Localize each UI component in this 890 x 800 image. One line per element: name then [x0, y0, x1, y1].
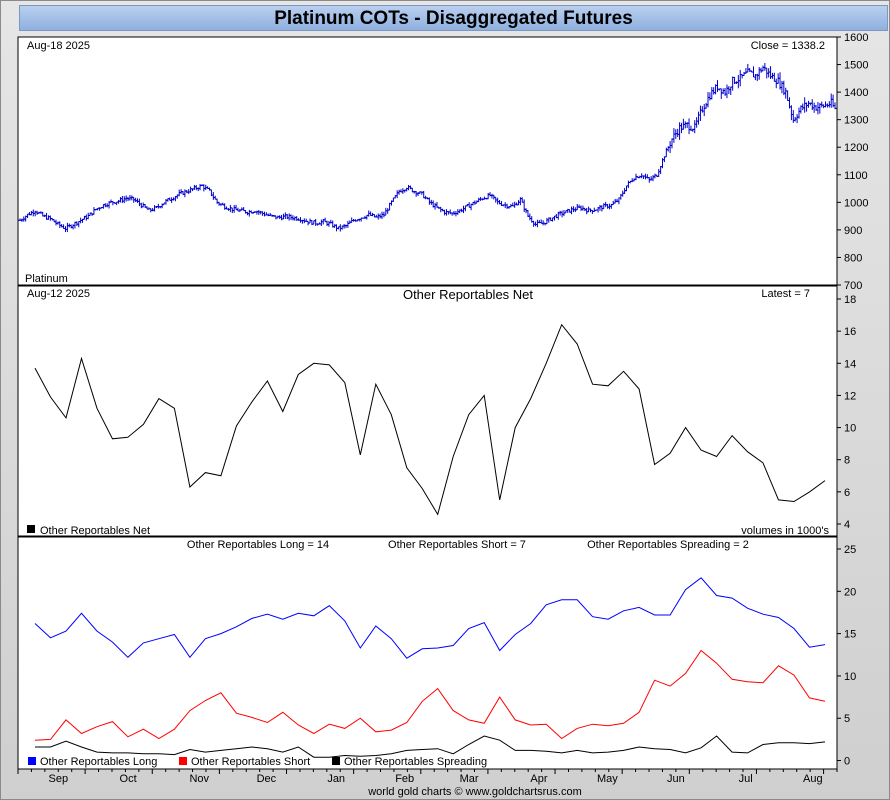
chart-title: Platinum COTs - Disaggregated Futures: [274, 8, 633, 29]
price-y-tick-label: 1400: [844, 87, 868, 99]
spreading-legend-swatch: [332, 757, 340, 765]
net-y-tick-label: 14: [844, 358, 856, 370]
long-legend-swatch: [28, 757, 36, 765]
spreading-legend-label: Other Reportables Spreading: [344, 756, 487, 768]
positions-y-tick-label: 5: [844, 713, 850, 725]
net-panel: [18, 286, 837, 536]
month-tick-label: May: [597, 773, 618, 785]
long-legend-label: Other Reportables Long: [40, 756, 157, 768]
positions-series-layer: [34, 577, 826, 758]
price-y-tick-label: 1300: [844, 115, 868, 127]
positions-y-tick-label: 15: [844, 629, 856, 641]
net-y-tick-label: 18: [844, 294, 856, 306]
month-tick-label: Jul: [739, 773, 753, 785]
price-y-tick-label: 1500: [844, 60, 868, 72]
net-series-line: [34, 323, 826, 516]
price-date-label: Aug-18 2025: [27, 40, 90, 52]
price-series-layer: [18, 62, 837, 233]
month-tick-label: Apr: [530, 773, 547, 785]
month-tick-label: Aug: [803, 773, 823, 785]
positions-y-tick-label: 10: [844, 671, 856, 683]
month-tick-label: Sep: [48, 773, 68, 785]
month-tick-label: Oct: [120, 773, 137, 785]
month-tick-label: Jan: [327, 773, 345, 785]
positions-y-tick-label: 0: [844, 756, 850, 768]
spreading-series-line: [35, 735, 826, 758]
net-y-tick-label: 16: [844, 326, 856, 338]
month-tick-label: Jun: [667, 773, 685, 785]
net-chart-title: Other Reportables Net: [403, 287, 533, 302]
net-legend-label: Other Reportables Net: [40, 525, 150, 537]
price-y-tick-label: 1000: [844, 197, 868, 209]
price-y-tick-label: 900: [844, 225, 862, 237]
long-series-line: [34, 577, 826, 659]
net-latest-label: Latest = 7: [761, 288, 810, 300]
short-series-line: [34, 649, 826, 741]
price-close-label: Close = 1338.2: [751, 40, 825, 52]
axes-layer: 700 800 900 1000 1100 1200 1300 1400 1500 1600 4 6 8…: [17, 32, 868, 785]
price-panel: [18, 37, 837, 285]
short-legend-label: Other Reportables Short: [191, 756, 310, 768]
month-tick-label: Dec: [257, 773, 277, 785]
net-date-label: Aug-12 2025: [27, 288, 90, 300]
positions-panel: [18, 537, 837, 769]
price-y-tick-label: 700: [844, 280, 862, 292]
month-tick-label: Feb: [395, 773, 414, 785]
net-y-tick-label: 12: [844, 390, 856, 402]
title-bar: Platinum COTs - Disaggregated Futures: [19, 5, 888, 31]
price-y-tick-label: 1100: [844, 170, 868, 182]
price-y-tick-label: 800: [844, 252, 862, 264]
price-y-tick-label: 1600: [844, 32, 868, 44]
month-tick-label: Nov: [189, 773, 209, 785]
price-y-tick-label: 1200: [844, 142, 868, 154]
net-y-tick-label: 6: [844, 487, 850, 499]
net-series-layer: [34, 323, 826, 516]
net-legend-swatch: [27, 525, 35, 533]
net-y-tick-label: 4: [844, 519, 850, 531]
short-header-label: Other Reportables Short = 7: [388, 539, 526, 551]
price-series-label: Platinum: [25, 273, 68, 285]
positions-y-tick-label: 20: [844, 586, 856, 598]
net-y-tick-label: 10: [844, 423, 856, 435]
units-label: volumes in 1000's: [741, 525, 829, 537]
month-tick-label: Mar: [460, 773, 479, 785]
footer-credit: world gold charts © www.goldchartsrus.co…: [367, 786, 582, 798]
net-y-tick-label: 8: [844, 455, 850, 467]
short-legend-swatch: [179, 757, 187, 765]
spreading-header-label: Other Reportables Spreading = 2: [587, 539, 749, 551]
long-header-label: Other Reportables Long = 14: [187, 539, 329, 551]
positions-y-tick-label: 25: [844, 544, 856, 556]
